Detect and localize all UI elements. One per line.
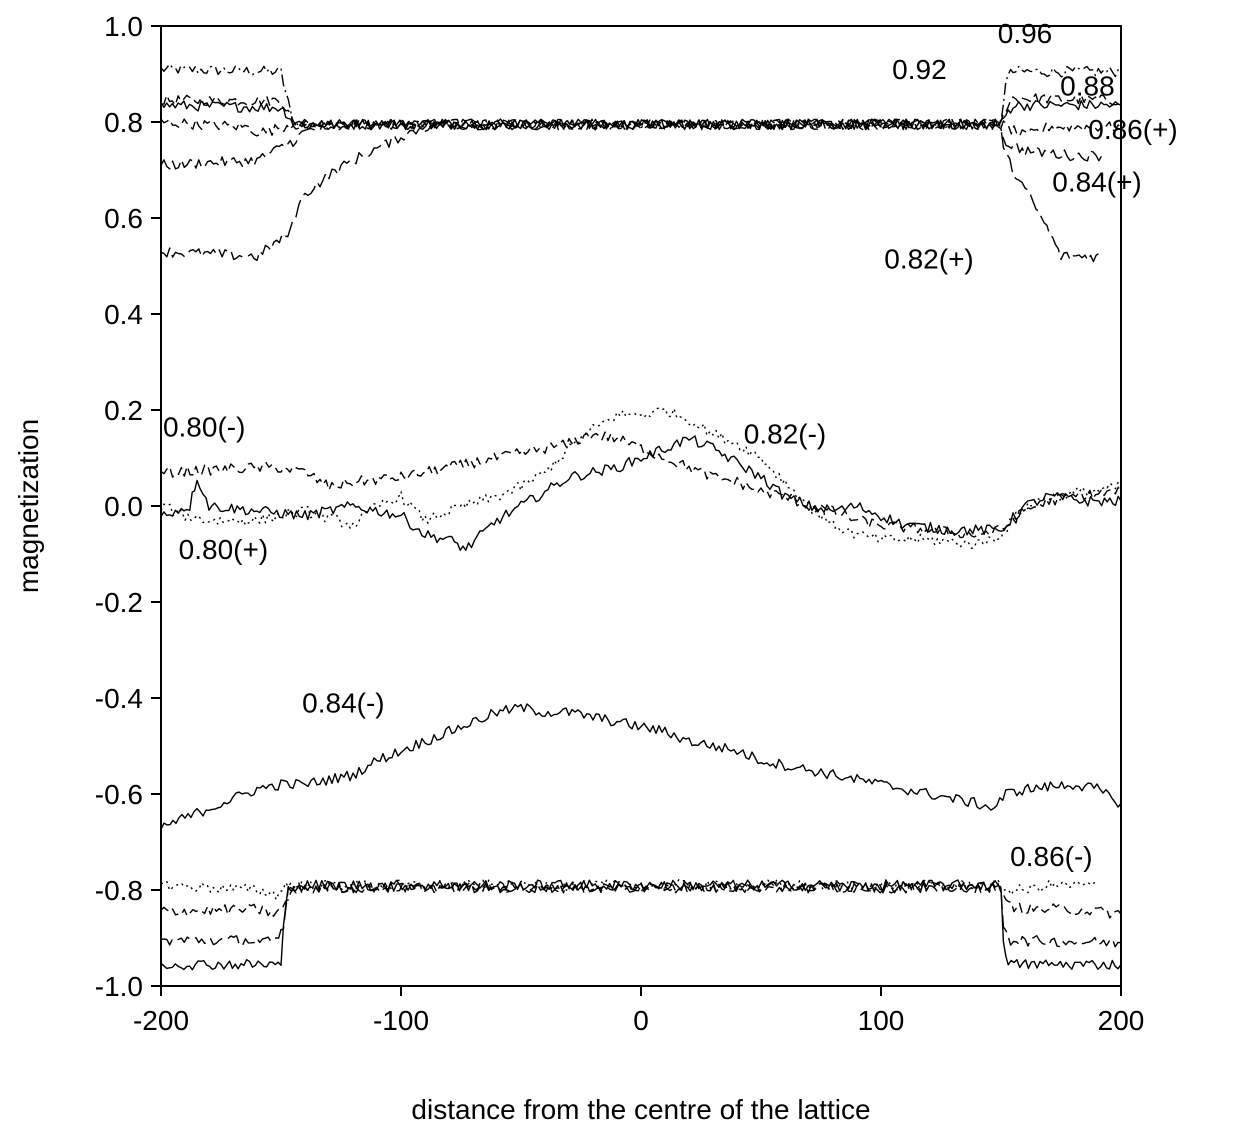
y-tick-label: 0.4: [104, 299, 143, 330]
curve-label: 0.92: [892, 54, 947, 85]
series-line-8: [160, 431, 1122, 539]
x-tick-label: -100: [373, 1005, 429, 1036]
plot-frame: [160, 25, 1122, 987]
x-tick-label: -200: [133, 1005, 189, 1036]
curve-annotations: 0.96 0.92 0.88 0.86(+) 0.84(+) 0.82(+) 0.80(-)…: [163, 18, 1178, 872]
series-line-9: [160, 407, 1122, 549]
x-tick-label: 0: [633, 1005, 649, 1036]
series-line-7: [160, 435, 1122, 551]
series-line-12: [160, 881, 1122, 919]
y-tick-label: 0.2: [104, 395, 143, 426]
series-line-13: [160, 881, 1122, 948]
y-tick-label: -0.8: [95, 875, 143, 906]
series-line-2: [160, 93, 1122, 131]
x-tick-label: 200: [1098, 1005, 1145, 1036]
curve-label: 0.96: [998, 18, 1053, 49]
series-line-10: [160, 703, 1122, 830]
y-axis: -1.0 -0.8 -0.6 -0.4 -0.2 0.0 0.2 0.4 0.6 0.8 1.0: [95, 11, 161, 1002]
curve-label: 0.80(-): [163, 411, 245, 442]
curve-label: 0.80(+): [179, 534, 269, 565]
y-tick-label: -0.4: [95, 683, 143, 714]
x-axis-title: distance from the centre of the lattice: [411, 1094, 870, 1125]
x-tick-label: 100: [858, 1005, 905, 1036]
curve-label: 0.88: [1060, 71, 1115, 102]
series-line-4: [160, 118, 1122, 137]
curve-label: 0.86(+): [1088, 114, 1178, 145]
y-axis-title: magnetization: [13, 419, 44, 593]
y-tick-label: 0.6: [104, 203, 143, 234]
series-layer: [160, 63, 1122, 971]
y-tick-label: 1.0: [104, 11, 143, 42]
curve-label: 0.82(+): [884, 243, 974, 274]
curve-label: 0.84(-): [302, 687, 384, 718]
y-tick-label: 0.0: [104, 491, 143, 522]
curve-label: 0.84(+): [1052, 167, 1142, 198]
y-tick-label: 0.8: [104, 107, 143, 138]
curve-label: 0.86(-): [1010, 841, 1092, 872]
x-axis: -200 -100 0 100 200: [133, 986, 1144, 1036]
y-tick-label: -0.2: [95, 587, 143, 618]
y-tick-label: -1.0: [95, 971, 143, 1002]
series-line-14: [160, 879, 1122, 971]
y-tick-label: -0.6: [95, 779, 143, 810]
series-line-6: [160, 118, 1103, 263]
curve-label: 0.82(-): [744, 419, 826, 450]
